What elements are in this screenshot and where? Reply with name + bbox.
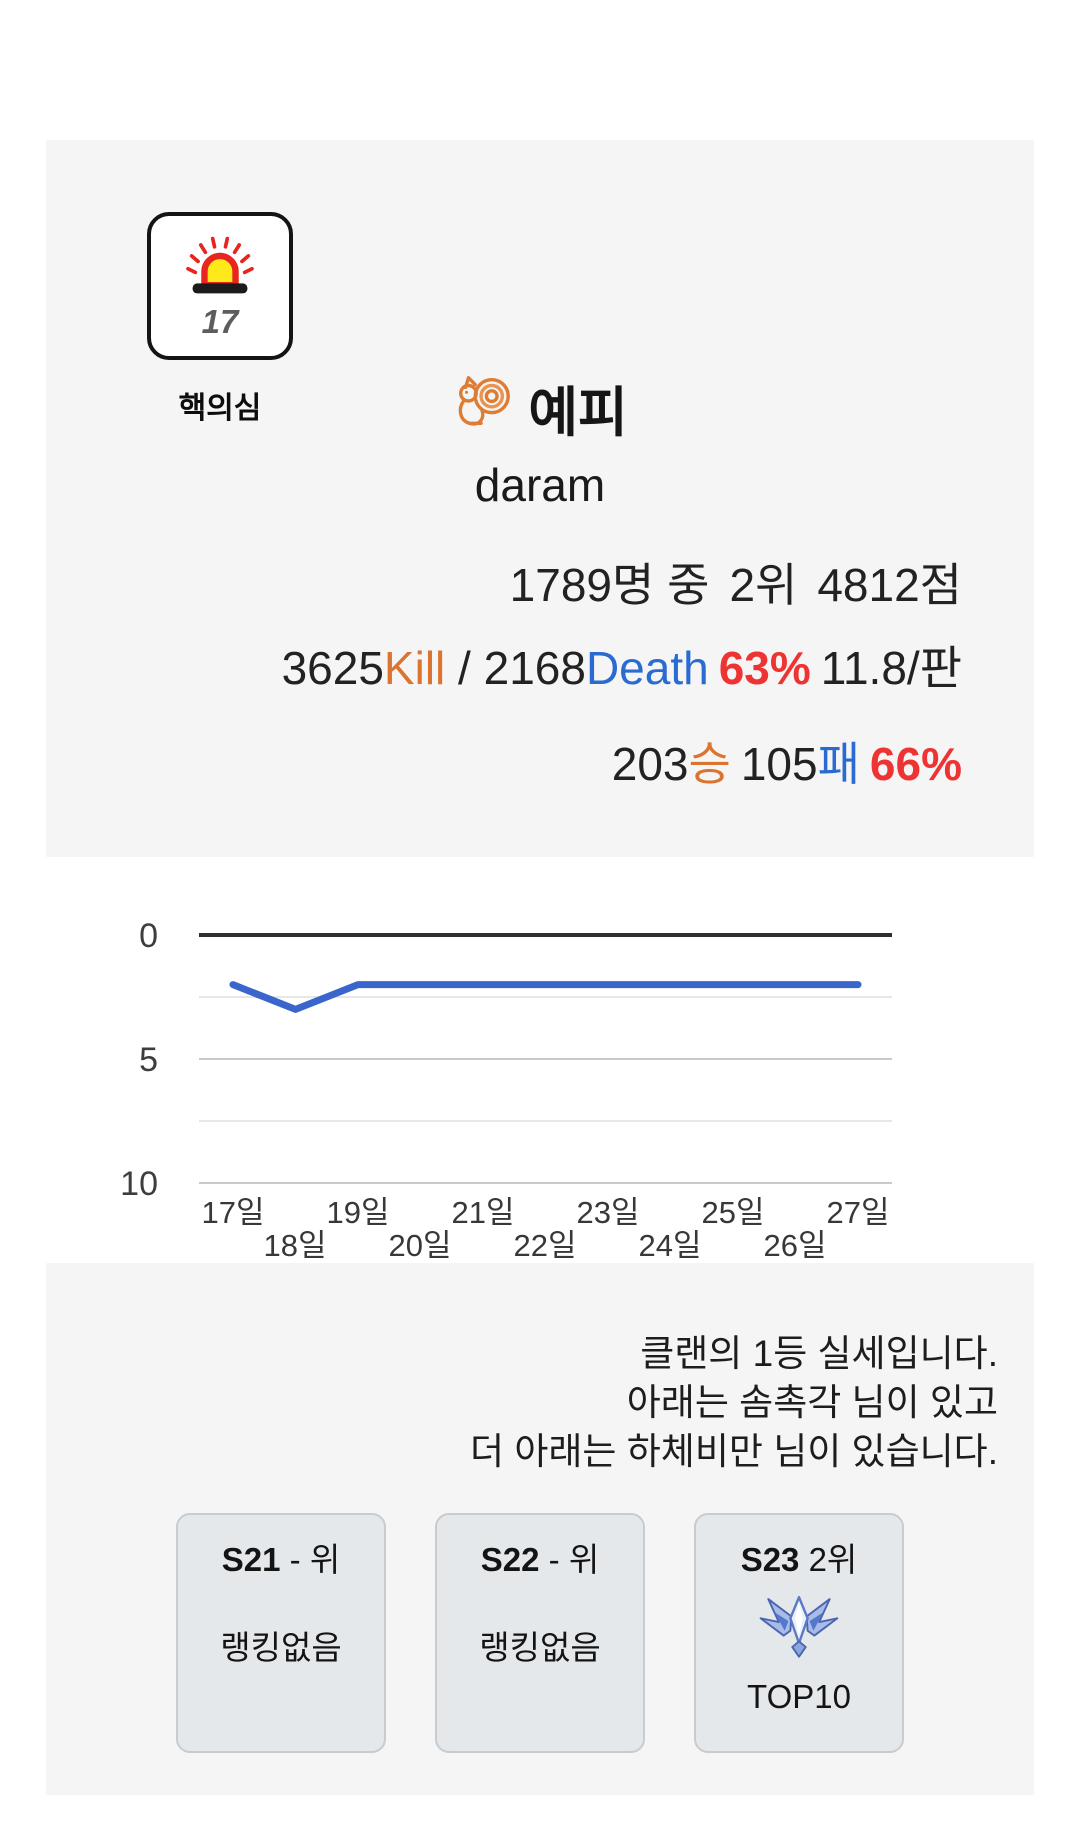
season-code: S23 [740, 1541, 800, 1578]
suspicion-count: 17 [201, 303, 239, 340]
rank-stat-line: 1789명 중 2위 4812점 [510, 549, 962, 615]
kills-per-game: 11.8/판 [820, 642, 962, 694]
win-count: 203 [611, 738, 689, 790]
kill-label: Kill [383, 642, 446, 694]
x-tick-19: 19일 [326, 1195, 389, 1230]
season-history-row: S21 - 위 랭킹없음 S22 - 위 랭킹없음 S23 2위 [46, 1513, 1034, 1753]
kill-count: 3625 [281, 642, 384, 694]
season-status: TOP10 [747, 1678, 851, 1715]
winloss-stat-line: 203승 105패 66% [612, 728, 962, 794]
clan-line-2: 아래는 솜촉각 님이 있고 [626, 1382, 998, 1423]
rank-position: 2위 [729, 559, 798, 611]
x-tick-17: 17일 [201, 1195, 264, 1230]
win-percent: 66% [869, 738, 962, 790]
season-card-s23[interactable]: S23 2위 TOP10 [694, 1513, 904, 1753]
clan-line-3: 더 아래는 하체비만 님이 있습니다. [470, 1431, 998, 1472]
death-count: 2168 [483, 642, 586, 694]
kd-separator: / [445, 642, 484, 694]
season-code: S22 [480, 1541, 540, 1578]
season-code: S21 [221, 1541, 281, 1578]
season-rank: 2위 [799, 1541, 858, 1578]
x-tick-21: 21일 [451, 1195, 514, 1230]
suspicion-label: 핵의심 [178, 392, 262, 425]
clan-line-1: 클랜의 1등 실세입니다. [640, 1333, 998, 1374]
season-status: 랭킹없음 [220, 1629, 342, 1666]
x-tick-24: 24일 [638, 1228, 701, 1263]
season-card-s21[interactable]: S21 - 위 랭킹없음 [176, 1513, 386, 1753]
season-card-s22[interactable]: S22 - 위 랭킹없음 [435, 1513, 645, 1753]
season-rank: - 위 [539, 1541, 600, 1578]
squirrel-icon [452, 370, 514, 445]
player-id: daram [474, 459, 606, 511]
death-label: Death [585, 642, 709, 694]
rank-points: 4812점 [817, 559, 962, 611]
hack-suspicion-badge[interactable]: 17 [147, 212, 293, 360]
player-name: 예피 [528, 383, 628, 443]
loss-label: 패 [817, 738, 860, 790]
season-status: 랭킹없음 [479, 1629, 601, 1666]
season-rank: - 위 [280, 1541, 341, 1578]
x-tick-25: 25일 [701, 1195, 764, 1230]
x-tick-18: 18일 [263, 1228, 326, 1263]
kd-stat-line: 3625Kill / 2168Death 63% 11.8/판 [282, 632, 962, 698]
season-title: S23 2위 [741, 1533, 858, 1581]
clan-description: 클랜의 1등 실세입니다. 아래는 솜촉각 님이 있고 더 아래는 하체비만 님… [470, 1329, 998, 1476]
rank-total: 1789명 중 [509, 559, 710, 611]
player-name-row: 예피 [46, 368, 1034, 447]
season-title: S21 - 위 [222, 1533, 340, 1581]
season-title: S22 - 위 [481, 1533, 599, 1581]
x-tick-22: 22일 [513, 1228, 576, 1263]
y-tick-10: 10 [120, 1165, 158, 1203]
rank-badge-icon [751, 1591, 847, 1664]
kd-percent: 63% [718, 642, 811, 694]
siren-icon [182, 234, 258, 303]
loss-count: 105 [740, 738, 818, 790]
x-tick-27: 27일 [826, 1195, 889, 1230]
win-label: 승 [688, 738, 731, 790]
daily-rank-chart: 0 5 10 17일 19일 21일 23일 25일 27일 18일 20일 2… [0, 857, 1080, 1263]
y-tick-0: 0 [139, 917, 158, 955]
player-stats-card: 17 핵의심 예피 daram 1789명 중 2위 4812점 3625Kill … [46, 140, 1034, 857]
y-tick-5: 5 [139, 1041, 158, 1079]
x-tick-26: 26일 [763, 1228, 826, 1263]
clan-info-card: 클랜의 1등 실세입니다. 아래는 솜촉각 님이 있고 더 아래는 하체비만 님… [46, 1263, 1034, 1795]
rank-trend-line [229, 981, 862, 1013]
x-tick-20: 20일 [388, 1228, 451, 1263]
x-tick-23: 23일 [576, 1195, 639, 1230]
